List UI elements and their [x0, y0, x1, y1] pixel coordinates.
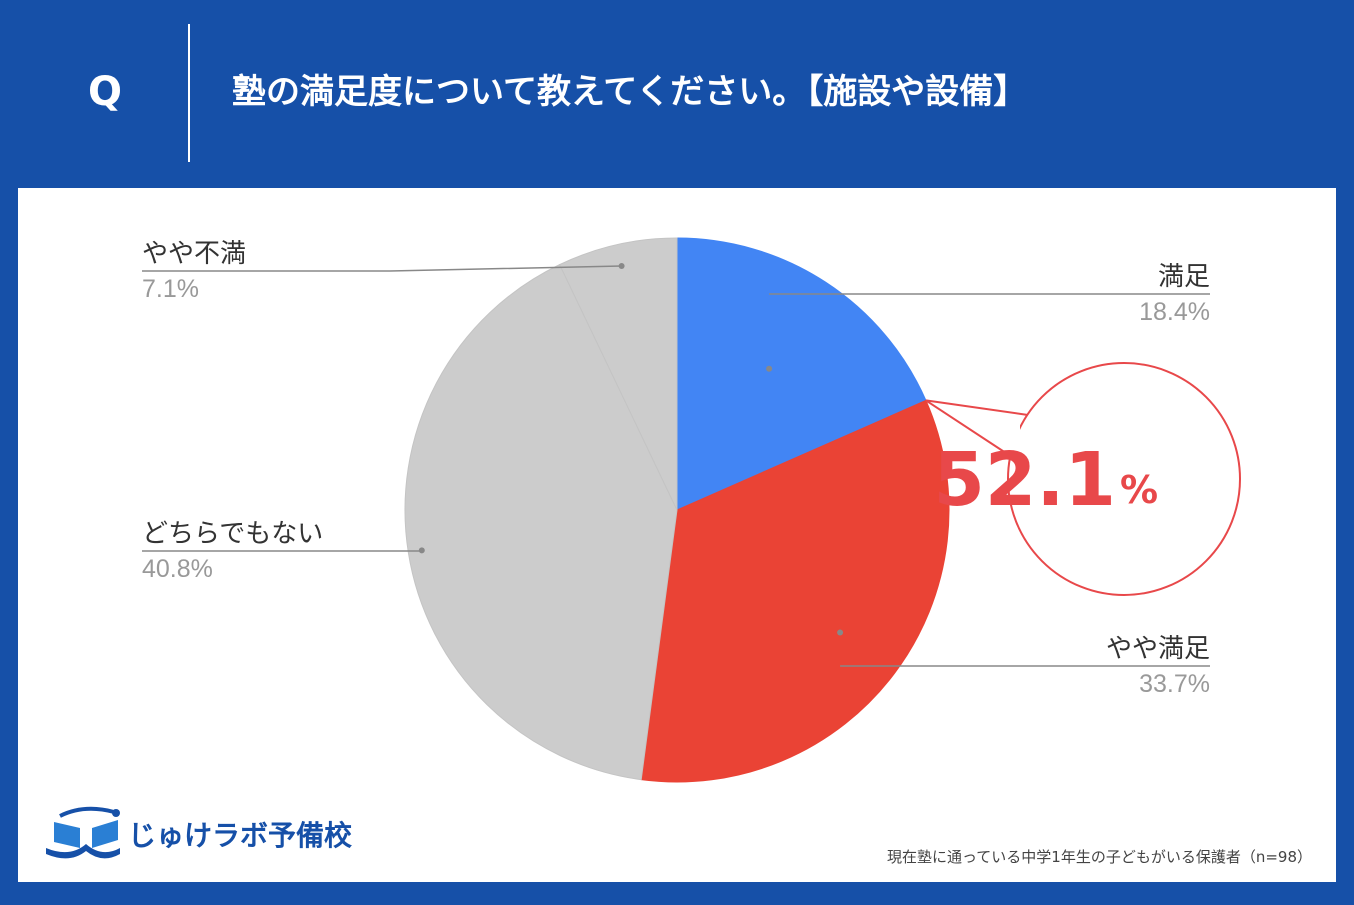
pie-slice-3	[404, 263, 678, 781]
pie-slices	[404, 237, 950, 783]
pie-slice-2	[640, 399, 950, 783]
question-title: 塾の満足度について教えてください。【施設や設備】	[232, 72, 1028, 112]
pie-slice-4	[558, 237, 678, 511]
slice-value-4: 7.1%	[142, 275, 199, 303]
question-marker: Q	[87, 69, 122, 115]
callout-pointer	[925, 399, 1029, 458]
leader-lines	[142, 263, 1210, 667]
callout-bubble	[1007, 362, 1241, 596]
book-logo-icon	[46, 806, 120, 859]
slice-value-1: 18.4%	[1139, 298, 1210, 326]
slice-label-3: どちらでもない	[142, 519, 323, 549]
header: Q 塾の満足度について教えてください。【施設や設備】	[0, 0, 1354, 188]
slice-label-4: やや不満	[142, 239, 246, 269]
footnote: 現在塾に通っている中学1年生の子どもがいる保護者（n=98）	[887, 848, 1312, 866]
slice-labels: 満足 18.4% やや満足 33.7% どちらでもない 40.8% やや不満 7.1%	[142, 239, 1210, 698]
leader-line-4	[142, 265, 622, 272]
slice-value-2: 33.7%	[1139, 670, 1210, 698]
callout: 52.1%	[925, 362, 1241, 596]
slice-label-1: 満足	[1158, 262, 1210, 292]
callout-value: 52.1	[933, 437, 1116, 523]
leader-dot-1	[766, 365, 773, 372]
slice-label-2: やや満足	[1106, 634, 1210, 664]
callout-mask	[1006, 419, 1020, 455]
leader-dot-2	[837, 629, 844, 636]
logo: じゅけラボ予備校	[40, 804, 370, 868]
slice-value-3: 40.8%	[142, 555, 213, 583]
callout-unit: %	[1120, 468, 1158, 512]
pie-slice-1	[676, 237, 927, 511]
logo-text: じゅけラボ予備校	[128, 819, 353, 852]
header-divider	[188, 24, 190, 162]
